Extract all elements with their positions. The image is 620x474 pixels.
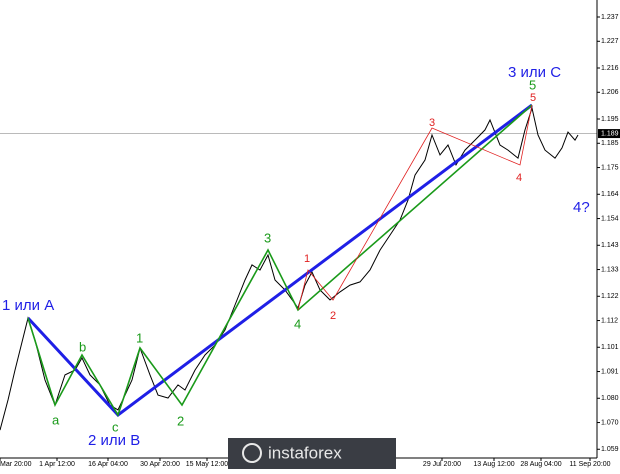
y-tick-label: 1.101 <box>601 344 619 351</box>
watermark: instaforex <box>268 443 342 462</box>
last-price-label: 1.189 <box>601 130 619 137</box>
y-tick-label: 1.059 <box>601 446 619 453</box>
watermark-box <box>228 438 396 469</box>
y-tick-label: 1.175 <box>601 164 619 171</box>
x-tick-label: Mar 20:00 <box>0 461 32 468</box>
x-tick-label: 1 Apr 12:00 <box>39 461 75 468</box>
green-wave <box>27 104 533 417</box>
x-tick-label: 11 Sep 20:00 <box>569 461 610 468</box>
x-tick-label: 29 Jul 20:00 <box>423 461 461 468</box>
wave-label: 1 или A <box>2 297 54 314</box>
wave-label: 5 <box>529 77 536 92</box>
y-tick-label: 1.070 <box>601 419 619 426</box>
wave-label: 3 или C <box>508 64 561 81</box>
y-tick-label: 1.227 <box>601 38 619 45</box>
wave-label: a <box>52 412 60 427</box>
y-tick-label: 1.195 <box>601 116 619 123</box>
annotations: 1 или A 2 или B 3 или C 4? a b c 1 2 3 4… <box>2 64 590 449</box>
wave-label: 2 <box>177 413 184 428</box>
wave-label: 1 <box>136 330 143 345</box>
wave-lines <box>26 103 533 418</box>
y-tick-label: 1.091 <box>601 368 619 375</box>
y-tick-label: 1.154 <box>601 215 619 222</box>
wave-label: 1 <box>304 253 310 265</box>
x-tick-label: 28 Aug 04:00 <box>520 461 561 468</box>
red-wave <box>297 104 533 311</box>
wave-label: 3 <box>264 230 271 245</box>
wave-label: 3 <box>429 117 435 129</box>
wave-label: c <box>112 419 119 434</box>
y-tick-label: 1.112 <box>601 317 618 324</box>
y-tick-label: 1.122 <box>601 293 619 300</box>
y-tick-label: 1.143 <box>601 242 619 249</box>
y-tick-label: 1.185 <box>601 140 619 147</box>
logo-icon <box>242 443 262 463</box>
y-tick-label: 1.206 <box>601 89 619 96</box>
wave-label: 2 <box>330 310 336 322</box>
last-price-box <box>598 129 620 139</box>
y-tick-label: 1.133 <box>601 266 619 273</box>
y-tick-label: 1.216 <box>601 65 619 72</box>
y-tick-label: 1.164 <box>601 191 619 198</box>
y-tick-label: 1.237 <box>601 14 619 21</box>
x-tick-label: 13 Aug 12:00 <box>473 461 514 468</box>
x-tick-label: 15 May 12:00 <box>186 461 229 468</box>
wave-label: 4 <box>516 172 522 184</box>
x-tick-label: 16 Apr 04:00 <box>88 461 128 468</box>
wave-label: b <box>79 339 86 354</box>
wave-label: 4 <box>294 316 301 331</box>
x-tick-label: 30 Apr 20:00 <box>140 461 180 468</box>
wave-label: 5 <box>530 92 536 104</box>
wave-label: 2 или B <box>88 432 140 449</box>
wave-label: 4? <box>573 199 590 216</box>
y-tick-label: 1.080 <box>601 395 619 402</box>
